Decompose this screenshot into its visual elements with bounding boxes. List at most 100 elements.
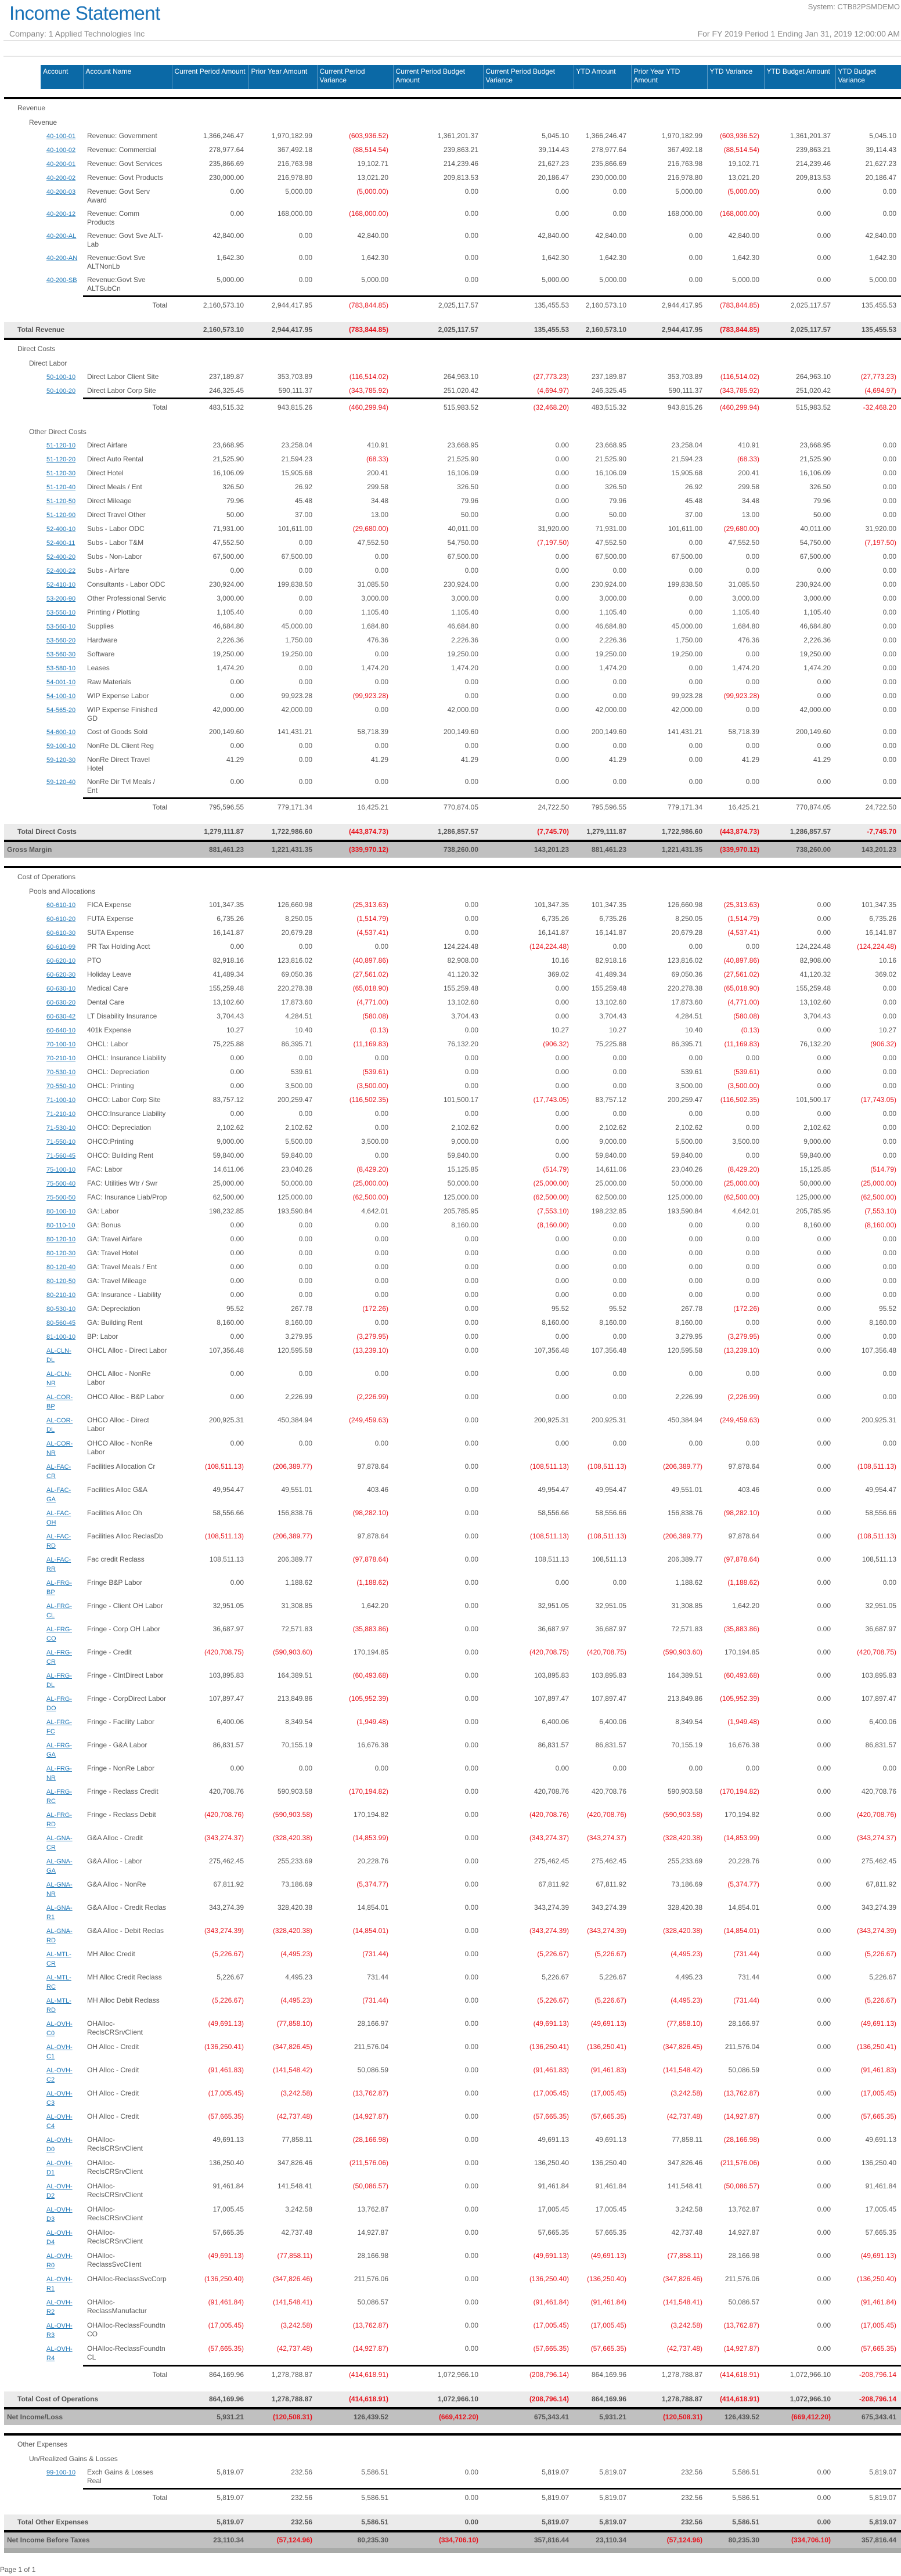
account-link[interactable]: AL-FRG-CL (46, 1603, 72, 1619)
account-link[interactable]: 51-120-90 (46, 512, 76, 519)
account-link[interactable]: 60-630-42 (46, 1013, 76, 1020)
account-link[interactable]: AL-MTL-RD (46, 1997, 71, 2014)
account-link[interactable]: 60-620-10 (46, 958, 76, 964)
account-link[interactable]: 70-530-10 (46, 1069, 76, 1076)
account-link[interactable]: AL-FRG-RD (46, 1812, 72, 1828)
account-link[interactable]: 40-100-01 (46, 133, 76, 140)
account-link[interactable]: 52-400-11 (46, 540, 75, 547)
account-link[interactable]: 50-100-20 (46, 388, 76, 395)
account-link[interactable]: 80-560-45 (46, 1320, 76, 1327)
account-link[interactable]: AL-OVH-R2 (46, 2299, 73, 2315)
account-link[interactable]: 71-530-10 (46, 1125, 76, 1132)
account-link[interactable]: AL-OVH-D4 (46, 2230, 73, 2246)
account-link[interactable]: 54-565-20 (46, 707, 76, 714)
account-link[interactable]: AL-FRG-CR (46, 1649, 72, 1665)
account-link[interactable]: AL-GNA-RD (46, 1928, 73, 1944)
account-link[interactable]: AL-FAC-RR (46, 1556, 71, 1573)
account-link[interactable]: 75-100-10 (46, 1166, 76, 1173)
account-link[interactable]: 51-120-10 (46, 442, 76, 449)
account-link[interactable]: 54-100-10 (46, 693, 76, 700)
account-link[interactable]: AL-OVH-C4 (46, 2113, 73, 2130)
account-link[interactable]: 75-500-40 (46, 1180, 76, 1187)
account-link[interactable]: AL-FRG-NR (46, 1765, 72, 1782)
account-link[interactable]: 80-110-10 (46, 1222, 75, 1229)
account-link[interactable]: AL-OVH-C2 (46, 2067, 73, 2083)
account-link[interactable]: 52-400-20 (46, 554, 76, 561)
account-link[interactable]: 80-100-10 (46, 1208, 76, 1215)
account-link[interactable]: AL-FRG-FC (46, 1719, 72, 1735)
account-link[interactable]: AL-OVH-R3 (46, 2322, 73, 2339)
account-link[interactable]: 51-120-30 (46, 470, 76, 477)
account-link[interactable]: 59-120-30 (46, 757, 76, 764)
account-link[interactable]: 50-100-10 (46, 374, 76, 381)
account-link[interactable]: AL-FAC-CR (46, 1464, 71, 1480)
account-link[interactable]: AL-OVH-C0 (46, 2021, 73, 2037)
account-link[interactable]: AL-COR-BP (46, 1394, 73, 1410)
account-link[interactable]: 53-580-10 (46, 665, 76, 672)
account-link[interactable]: 60-620-30 (46, 971, 76, 978)
account-link[interactable]: 52-400-10 (46, 526, 76, 533)
account-link[interactable]: 80-120-50 (46, 1278, 76, 1285)
account-link[interactable]: 52-400-22 (46, 568, 76, 575)
account-link[interactable]: 53-560-20 (46, 637, 76, 644)
account-link[interactable]: 80-120-30 (46, 1250, 76, 1257)
account-link[interactable]: AL-OVH-C3 (46, 2090, 73, 2107)
account-link[interactable]: AL-OVH-D1 (46, 2160, 73, 2176)
account-link[interactable]: 52-410-10 (46, 581, 76, 588)
account-link[interactable]: 71-550-10 (46, 1139, 76, 1146)
account-link[interactable]: 53-560-10 (46, 623, 76, 630)
account-link[interactable]: AL-OVH-D3 (46, 2206, 73, 2223)
account-link[interactable]: 60-610-10 (46, 902, 76, 909)
account-link[interactable]: AL-OVH-R1 (46, 2276, 73, 2292)
account-link[interactable]: AL-MTL-CR (46, 1951, 71, 1967)
account-link[interactable]: 40-200-01 (46, 161, 76, 168)
account-link[interactable]: 60-630-20 (46, 999, 76, 1006)
account-link[interactable]: 54-001-10 (46, 679, 76, 686)
account-link[interactable]: 60-630-10 (46, 985, 76, 992)
account-link[interactable]: 71-210-10 (46, 1111, 76, 1118)
account-link[interactable]: AL-COR-DL (46, 1417, 73, 1433)
account-link[interactable]: AL-FAC-GA (46, 1487, 71, 1503)
account-link[interactable]: 75-500-50 (46, 1194, 76, 1201)
account-link[interactable]: 71-100-10 (46, 1097, 76, 1104)
account-link[interactable]: 54-600-10 (46, 729, 76, 736)
account-link[interactable]: 70-210-10 (46, 1055, 76, 1062)
account-link[interactable]: 80-530-10 (46, 1306, 76, 1313)
account-link[interactable]: AL-CLN-NR (46, 1371, 71, 1387)
account-link[interactable]: 51-120-40 (46, 484, 76, 491)
account-link[interactable]: 60-610-30 (46, 930, 76, 937)
account-link[interactable]: 53-550-10 (46, 609, 76, 616)
account-link[interactable]: AL-FRG-GA (46, 1742, 72, 1758)
account-link[interactable]: AL-GNA-CR (46, 1835, 73, 1851)
account-link[interactable]: AL-GNA-NR (46, 1881, 73, 1898)
account-link[interactable]: 59-100-10 (46, 743, 76, 750)
account-link[interactable]: 80-210-10 (46, 1292, 76, 1299)
account-link[interactable]: 59-120-40 (46, 779, 76, 786)
account-link[interactable]: 71-560-45 (46, 1152, 76, 1159)
account-link[interactable]: 40-200-02 (46, 175, 76, 182)
account-link[interactable]: AL-OVH-R4 (46, 2346, 73, 2362)
account-link[interactable]: AL-FAC-RD (46, 1533, 71, 1549)
account-link[interactable]: AL-OVH-C1 (46, 2044, 73, 2060)
account-link[interactable]: 40-200-03 (46, 189, 76, 196)
account-link[interactable]: AL-CLN-DL (46, 1347, 71, 1364)
account-link[interactable]: AL-FRG-CO (46, 1626, 72, 1642)
account-link[interactable]: 40-200-AL (46, 233, 77, 240)
account-link[interactable]: 40-200-SB (46, 277, 77, 284)
account-link[interactable]: AL-FRG-RC (46, 1789, 72, 1805)
account-link[interactable]: 60-610-99 (46, 944, 76, 951)
account-link[interactable]: 53-560-30 (46, 651, 76, 658)
account-link[interactable]: AL-GNA-GA (46, 1858, 73, 1874)
account-link[interactable]: AL-COR-NR (46, 1440, 73, 1457)
account-link[interactable]: 70-550-10 (46, 1083, 76, 1090)
account-link[interactable]: AL-FRG-BP (46, 1580, 72, 1596)
account-link[interactable]: 53-200-90 (46, 595, 76, 602)
account-link[interactable]: 51-120-20 (46, 456, 76, 463)
account-link[interactable]: 80-120-40 (46, 1264, 76, 1271)
account-link[interactable]: 81-100-10 (46, 1334, 76, 1341)
account-link[interactable]: AL-FRG-DL (46, 1672, 72, 1689)
account-link[interactable]: 70-100-10 (46, 1041, 76, 1048)
account-link[interactable]: AL-OVH-D0 (46, 2137, 73, 2153)
account-link[interactable]: 80-120-10 (46, 1236, 76, 1243)
account-link[interactable]: AL-GNA-R1 (46, 1905, 73, 1921)
